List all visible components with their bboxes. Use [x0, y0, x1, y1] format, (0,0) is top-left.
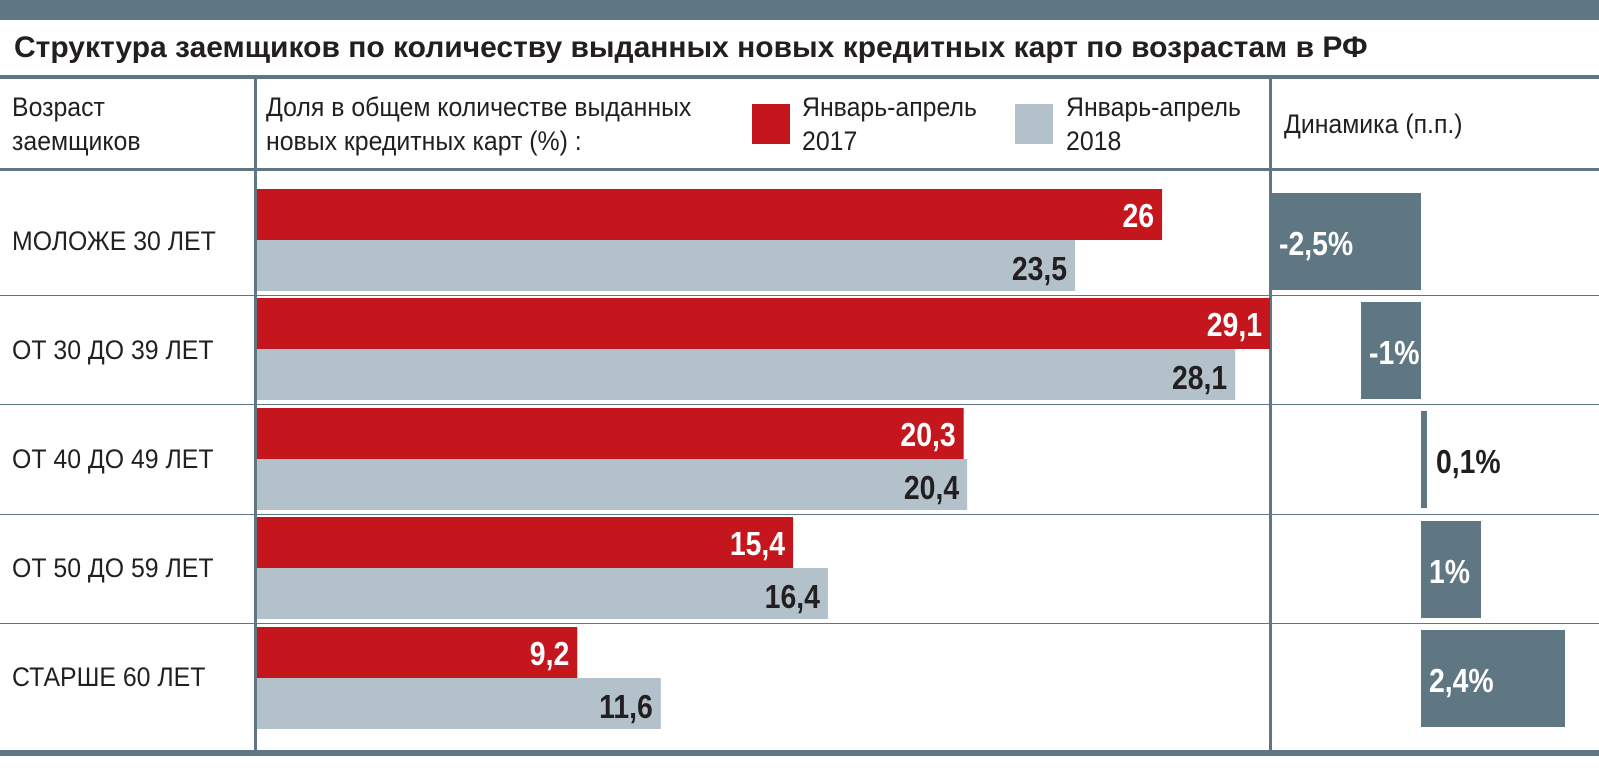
dynamics-value-label: -1% [1369, 334, 1419, 372]
row-divider [0, 514, 1599, 515]
header-divider [0, 168, 1599, 171]
category-label: МОЛОЖЕ 30 ЛЕТ [12, 226, 216, 256]
category-label: ОТ 30 ДО 39 ЛЕТ [12, 335, 214, 365]
bar-2018 [257, 568, 828, 619]
dynamics-bar [1421, 630, 1565, 727]
age-column-header-line1: Возраст [12, 92, 105, 122]
column-divider-right [1269, 79, 1272, 752]
dynamics-bar [1361, 302, 1421, 399]
bar-value-label-2017: 9,2 [530, 635, 569, 673]
bar-2017 [257, 298, 1270, 349]
legend-swatch-2018 [1015, 104, 1053, 144]
category-label: ОТ 50 ДО 59 ЛЕТ [12, 553, 214, 583]
dynamics-bar [1271, 193, 1421, 290]
title-divider [0, 75, 1599, 79]
share-column-header-line1: Доля в общем количестве выданных [266, 92, 692, 122]
age-column-header-line2: заемщиков [12, 126, 141, 156]
bar-value-label-2017: 15,4 [730, 525, 785, 563]
category-label: СТАРШЕ 60 ЛЕТ [12, 662, 206, 692]
dynamics-value-label: -2,5% [1279, 225, 1353, 263]
bar-2018 [257, 349, 1236, 400]
dynamics-value-label: 2,4% [1429, 662, 1494, 700]
bar-value-label-2017: 26 [1123, 197, 1155, 235]
row-divider [0, 404, 1599, 405]
legend-label-2017-line2: 2017 [802, 126, 858, 156]
bar-value-label-2018: 11,6 [599, 688, 653, 726]
share-column-header-line2: новых кредитных карт (%) : [266, 126, 582, 156]
top-accent-bar [0, 0, 1599, 20]
dynamics-bar [1421, 521, 1481, 618]
column-divider-left [254, 79, 257, 752]
bar-value-label-2018: 20,4 [904, 469, 959, 507]
bar-value-label-2018: 16,4 [765, 578, 820, 616]
bar-value-label-2017: 29,1 [1207, 306, 1262, 344]
legend-label-2018-line2: 2018 [1066, 126, 1122, 156]
bar-2018 [257, 678, 661, 729]
bar-2017 [257, 189, 1163, 240]
bar-2017 [257, 408, 964, 459]
category-label: ОТ 40 ДО 49 ЛЕТ [12, 444, 214, 474]
bar-value-label-2018: 23,5 [1012, 250, 1067, 288]
dynamics-bar [1421, 411, 1427, 508]
bar-2017 [257, 517, 794, 568]
bottom-rule [0, 750, 1599, 756]
row-divider [0, 623, 1599, 624]
legend-swatch-2017 [752, 104, 790, 144]
row-divider [0, 295, 1599, 296]
bar-2018 [257, 459, 968, 510]
chart-title: Структура заемщиков по количеству выданн… [14, 31, 1368, 64]
dynamics-value-label: 0,1% [1436, 443, 1501, 481]
bar-value-label-2017: 20,3 [900, 416, 955, 454]
dynamics-value-label: 1% [1429, 553, 1470, 591]
legend-label-2018-line1: Январь-апрель [1066, 92, 1241, 122]
legend-label-2017-line1: Январь-апрель [802, 92, 977, 122]
bar-value-label-2018: 28,1 [1172, 359, 1227, 397]
bar-2017 [257, 627, 578, 678]
bar-2018 [257, 240, 1076, 291]
dynamics-column-header: Динамика (п.п.) [1284, 109, 1463, 139]
